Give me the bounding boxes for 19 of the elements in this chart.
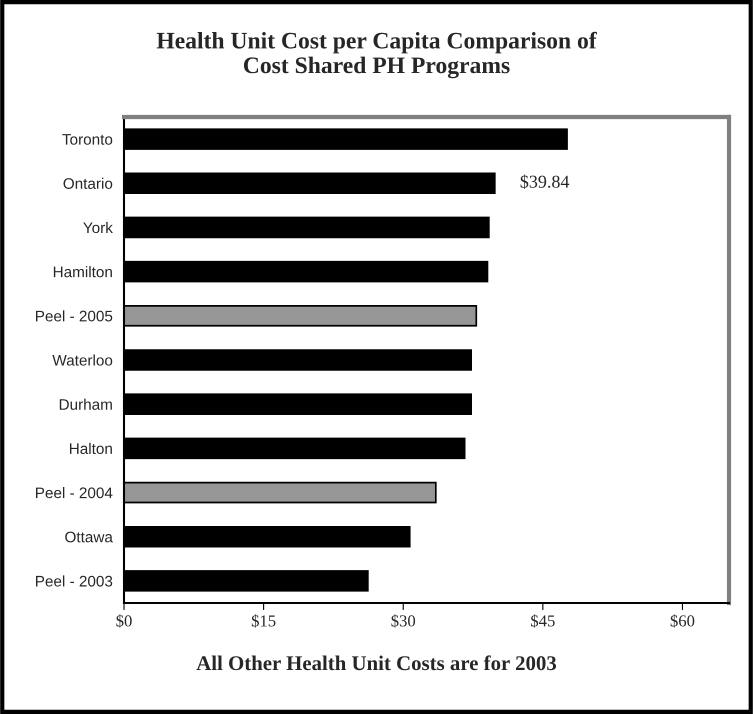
- data-label: $39.84: [520, 174, 570, 189]
- y-tick-label: York: [83, 222, 113, 234]
- y-tick-label: Ontario: [64, 178, 112, 189]
- x-tick-label: $15: [252, 614, 276, 628]
- x-tick-label: $60: [670, 614, 694, 628]
- x-tick-label: $0: [116, 614, 132, 628]
- y-tick-label: Toronto: [62, 134, 112, 145]
- text: All Other Health Unit Costs are for 2003: [196, 655, 556, 670]
- y-tick-label: Durham: [60, 398, 112, 410]
- y-tick-label: Waterloo: [52, 354, 112, 366]
- y-tick-label: Peel - 2005: [36, 310, 112, 322]
- chart-title: Health Unit Cost per Capita Comparison of Cost Shared PH Programs: [156, 32, 597, 78]
- y-tick-label: Hamilton: [54, 266, 112, 278]
- y-tick-label: Peel - 2003: [36, 575, 112, 587]
- x-tick-label: $30: [391, 614, 416, 628]
- y-tick-label: Peel - 2004: [36, 487, 112, 498]
- y-tick-label: Halton: [70, 442, 112, 454]
- y-tick-label: Ottawa: [65, 532, 113, 542]
- x-tick-label: $45: [531, 614, 555, 628]
